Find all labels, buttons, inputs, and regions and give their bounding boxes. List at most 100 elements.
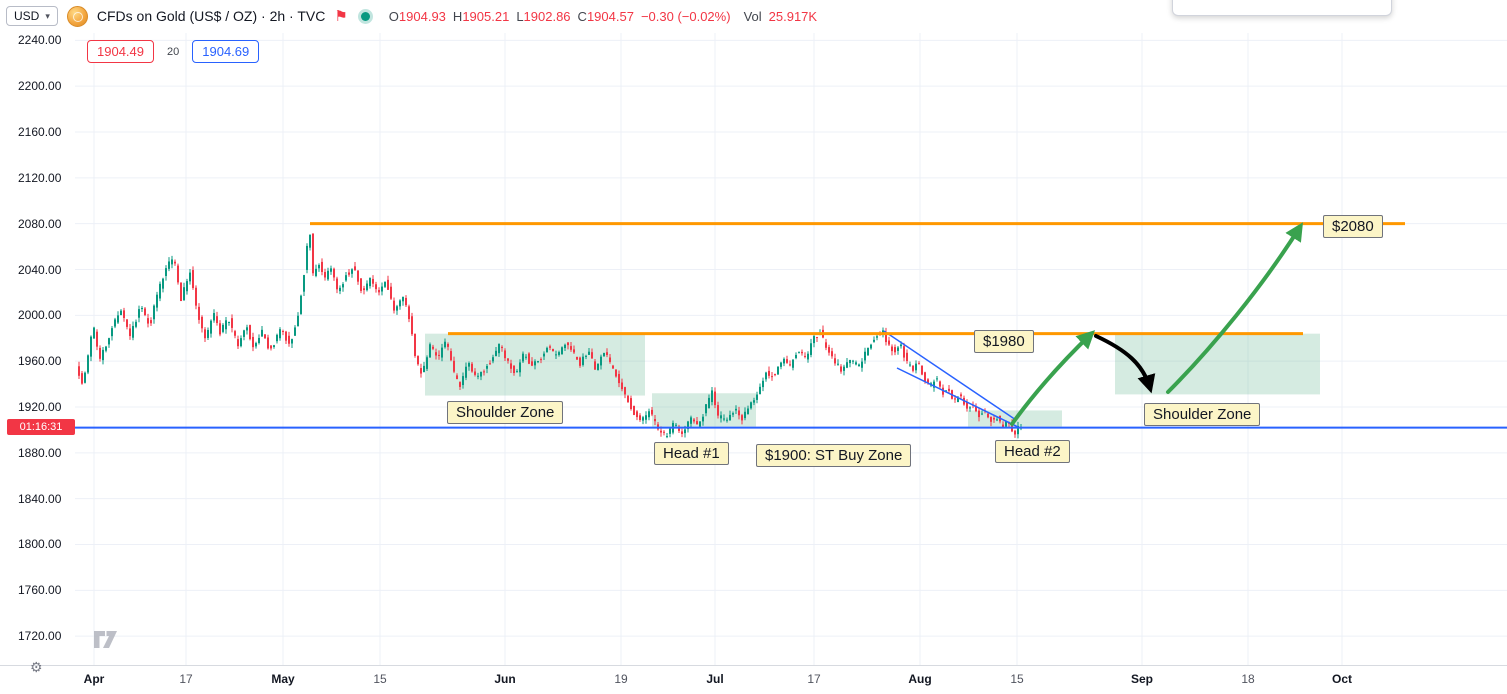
candle-body xyxy=(966,402,968,409)
candle-body xyxy=(126,319,128,327)
candle-body xyxy=(537,361,539,363)
candle-body xyxy=(414,333,416,356)
label-1980[interactable]: $1980 xyxy=(974,330,1034,353)
open-label: O xyxy=(388,8,399,24)
label-2080[interactable]: $2080 xyxy=(1323,215,1383,238)
floating-toolbar[interactable] xyxy=(1172,0,1392,16)
candle-body xyxy=(651,409,653,415)
high-value: 1905.21 xyxy=(462,8,510,24)
candle-body xyxy=(468,363,470,367)
candle-body xyxy=(297,315,299,326)
candle-body xyxy=(1005,420,1007,427)
price-tick-label: 1800.00 xyxy=(18,537,62,552)
candle-body xyxy=(561,347,563,355)
candle-body xyxy=(621,382,623,390)
candle-body xyxy=(231,318,233,328)
indicator-lower-value[interactable]: 1904.69 xyxy=(192,40,260,63)
candle-body xyxy=(399,300,401,307)
market-status-icon[interactable] xyxy=(360,11,370,21)
arrow-down-retest[interactable] xyxy=(1094,334,1156,394)
candle-body xyxy=(420,368,422,374)
candle-body xyxy=(147,318,149,324)
candle-body xyxy=(198,306,200,320)
candle-body xyxy=(396,306,398,311)
candle-body xyxy=(501,346,503,349)
candle-body xyxy=(447,343,449,347)
right-shoulder-zone[interactable] xyxy=(1115,333,1320,395)
candle-body xyxy=(201,316,203,329)
candle-body xyxy=(465,366,467,378)
candle-body xyxy=(816,337,818,339)
time-tick-label-may: May xyxy=(271,672,295,686)
candle-body xyxy=(462,376,464,386)
candle-body xyxy=(753,400,755,403)
candle-body xyxy=(291,339,293,344)
high-label: H xyxy=(452,8,463,24)
candle-body xyxy=(111,328,113,337)
candle-body xyxy=(801,351,803,354)
bar-countdown-label: 01:16:31 xyxy=(7,419,75,435)
label-head-2[interactable]: Head #2 xyxy=(995,440,1070,463)
candle-body xyxy=(861,361,863,368)
indicator-upper-value[interactable]: 1904.49 xyxy=(87,40,154,63)
candle-body xyxy=(444,341,446,348)
flag-icon[interactable]: ⚑ xyxy=(334,7,348,25)
label-head-1[interactable]: Head #1 xyxy=(654,442,729,465)
candle-body xyxy=(423,365,425,373)
candle-body xyxy=(375,284,377,290)
candle-body xyxy=(606,352,608,355)
candle-body xyxy=(222,324,224,332)
candle-body xyxy=(843,366,845,371)
candle-body xyxy=(480,371,482,377)
candle-body xyxy=(486,365,488,369)
time-tick-label-jun: Jun xyxy=(494,672,516,686)
currency-value: USD xyxy=(14,9,40,23)
label-shoulder-zone-right[interactable]: Shoulder Zone xyxy=(1144,403,1261,426)
label-shoulder-zone-left[interactable]: Shoulder Zone xyxy=(447,401,564,424)
candle-body xyxy=(957,398,959,402)
candle-body xyxy=(987,413,989,418)
time-scale[interactable]: Apr 17 May 15 Jun 19 Jul 17 Aug 15 Sep 18 Oct xyxy=(0,665,1507,694)
candle-body xyxy=(135,321,137,327)
candle-body xyxy=(663,431,665,433)
candle-body xyxy=(756,394,758,400)
candle-body xyxy=(78,366,80,376)
price-tick-label: 2200.00 xyxy=(18,79,62,94)
candles-series[interactable] xyxy=(78,233,1022,439)
arrow-up-to-2080[interactable] xyxy=(1166,222,1303,394)
candle-body xyxy=(558,352,560,355)
currency-select[interactable]: USD ▾ xyxy=(6,6,58,26)
candle-body xyxy=(729,414,731,421)
candle-body xyxy=(711,390,713,403)
candle-body xyxy=(411,316,413,335)
chart-settings-icon[interactable]: ⚙ xyxy=(30,659,43,675)
wedge-lower-line[interactable] xyxy=(896,367,1019,428)
candle-body xyxy=(273,345,275,347)
time-tick-label-oct: Oct xyxy=(1331,672,1353,686)
price-tick-label: 1920.00 xyxy=(18,400,62,414)
price-tick-label: 1720.00 xyxy=(18,629,62,644)
candle-body xyxy=(306,245,308,270)
candle-body xyxy=(210,320,212,334)
candle-body xyxy=(336,278,338,290)
candle-body xyxy=(177,265,179,283)
candle-body xyxy=(225,320,227,330)
candle-body xyxy=(885,332,887,343)
candle-body xyxy=(495,350,497,356)
arrow-up-to-1980[interactable] xyxy=(1010,330,1096,426)
candle-body xyxy=(324,271,326,278)
wedge-upper-line[interactable] xyxy=(883,330,1017,421)
candle-body xyxy=(603,352,605,357)
candle-body xyxy=(684,429,686,434)
candle-body xyxy=(693,419,695,422)
symbol-title[interactable]: CFDs on Gold (US$ / OZ) · 2h · TVC xyxy=(96,8,326,24)
candle-body xyxy=(702,416,704,422)
candle-body xyxy=(774,374,776,376)
head-1-zone[interactable] xyxy=(652,393,756,427)
candle-body xyxy=(288,335,290,344)
tradingview-logo-icon[interactable] xyxy=(93,628,119,655)
candle-body xyxy=(786,359,788,363)
label-buy-zone[interactable]: $1900: ST Buy Zone xyxy=(756,444,912,467)
price-tick-label: 2000.00 xyxy=(18,308,62,323)
